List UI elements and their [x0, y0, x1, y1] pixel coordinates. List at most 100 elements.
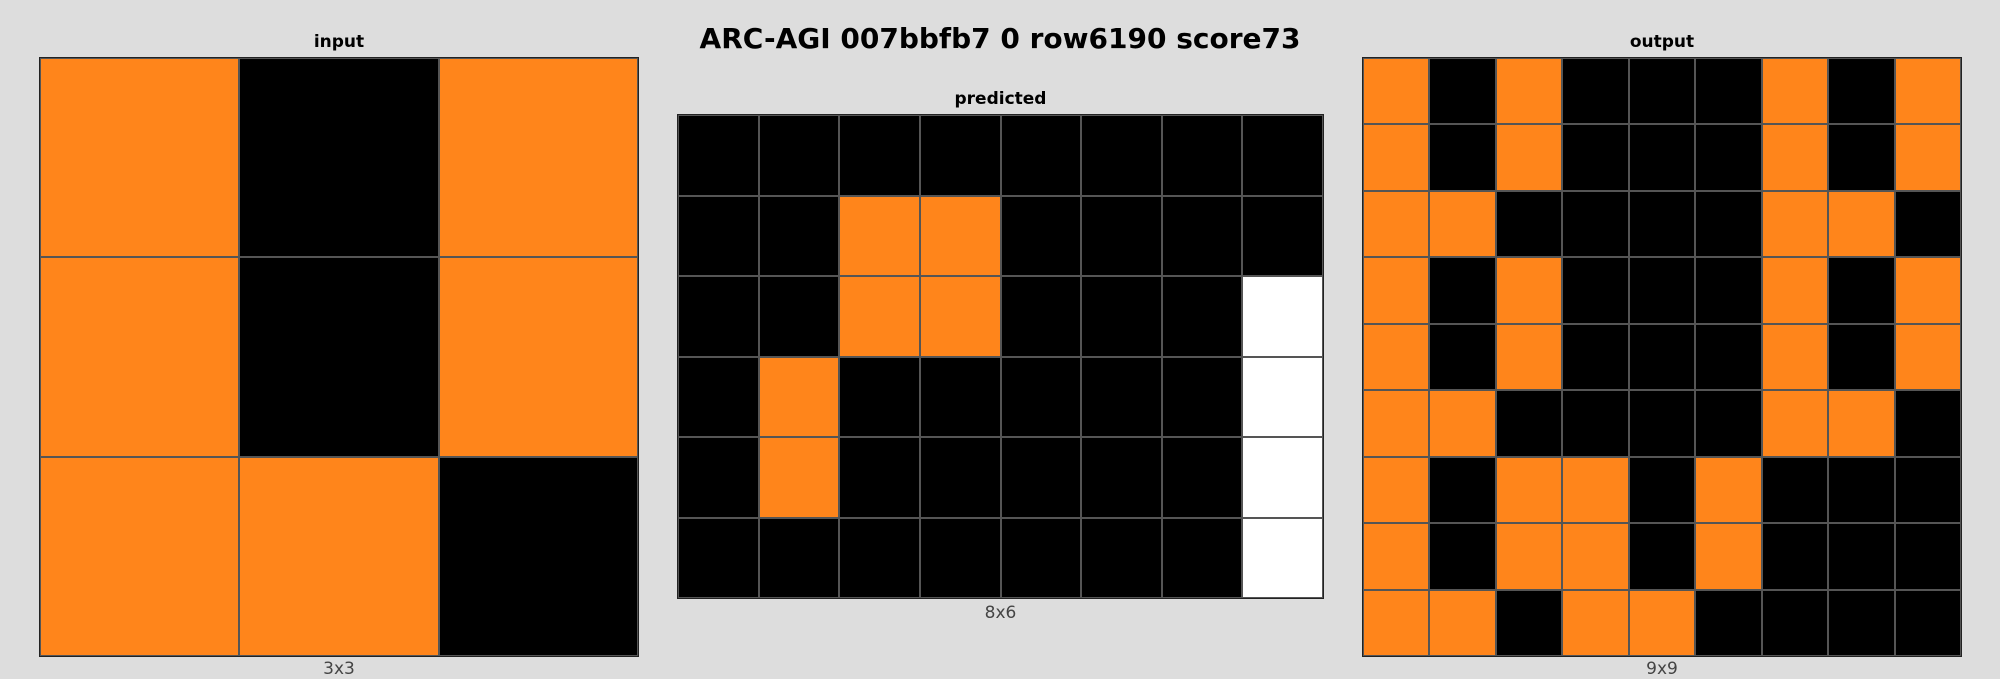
predicted-cell: [758, 195, 840, 276]
predicted-cell: [678, 115, 759, 196]
output-cell: [1828, 124, 1895, 191]
output-cell: [1628, 58, 1696, 125]
output-cell: [1562, 58, 1629, 125]
output-cell: [1562, 323, 1629, 391]
predicted-cell: [919, 276, 1001, 357]
output-cell: [1828, 323, 1895, 391]
predicted-cell: [678, 517, 759, 598]
predicted-cell: [678, 195, 759, 276]
output-cell: [1695, 190, 1762, 258]
predicted-dims: 8x6: [984, 603, 1017, 623]
output-cell: [1495, 523, 1563, 590]
output-cell: [1894, 390, 1961, 457]
input-cell: [239, 257, 439, 457]
output-cell: [1828, 589, 1895, 656]
input-cell: [239, 58, 439, 258]
output-dims: 9x9: [1646, 659, 1678, 679]
predicted-cell: [839, 517, 920, 598]
input-cell: [239, 456, 439, 656]
output-cell: [1429, 257, 1496, 324]
output-cell: [1761, 456, 1829, 524]
output-cell: [1562, 456, 1629, 524]
predicted-cell: [1161, 356, 1243, 437]
output-cell: [1894, 58, 1961, 125]
output-cell: [1761, 124, 1829, 191]
output-cell: [1429, 190, 1496, 258]
predicted-cell: [1000, 517, 1082, 598]
output-cell: [1562, 190, 1629, 258]
predicted-cell: [1081, 115, 1162, 196]
page-title: ARC-AGI 007bbfb7 0 row6190 score73: [699, 22, 1301, 55]
predicted-cell: [839, 356, 920, 437]
output-cell: [1363, 257, 1430, 324]
output-cell: [1695, 257, 1762, 324]
input-cell: [40, 456, 240, 656]
predicted-cell: [919, 437, 1001, 518]
output-cell: [1761, 190, 1829, 258]
predicted-cell: [1161, 195, 1243, 276]
predicted-cell: [678, 437, 759, 518]
output-cell: [1628, 190, 1696, 258]
output-cell: [1828, 390, 1895, 457]
output-cell: [1495, 190, 1563, 258]
output-cell: [1495, 390, 1563, 457]
output-cell: [1894, 456, 1961, 524]
predicted-cell: [1000, 115, 1082, 196]
output-cell: [1562, 390, 1629, 457]
input-cell: [40, 257, 240, 457]
output-cell: [1363, 124, 1430, 191]
predicted-cell: [1242, 437, 1323, 518]
predicted-cell: [1242, 195, 1323, 276]
output-cell: [1894, 323, 1961, 391]
predicted-cell: [839, 437, 920, 518]
predicted-cell: [1161, 437, 1243, 518]
input-dims: 3x3: [323, 659, 355, 679]
output-grid: [1362, 57, 1962, 657]
output-cell: [1828, 257, 1895, 324]
output-cell: [1495, 323, 1563, 391]
output-cell: [1761, 589, 1829, 656]
predicted-cell: [758, 517, 840, 598]
output-cell: [1761, 257, 1829, 324]
predicted-cell: [1242, 356, 1323, 437]
predicted-label: predicted: [954, 89, 1047, 109]
output-cell: [1363, 58, 1430, 125]
output-cell: [1429, 390, 1496, 457]
predicted-cell: [1242, 115, 1323, 196]
predicted-cell: [839, 276, 920, 357]
output-cell: [1363, 589, 1430, 656]
input-grid: [39, 57, 639, 657]
output-cell: [1628, 323, 1696, 391]
output-cell: [1363, 456, 1430, 524]
output-cell: [1562, 589, 1629, 656]
predicted-cell: [1081, 437, 1162, 518]
output-cell: [1429, 589, 1496, 656]
predicted-cell: [919, 517, 1001, 598]
output-cell: [1495, 124, 1563, 191]
output-label: output: [1629, 32, 1695, 52]
output-cell: [1695, 589, 1762, 656]
output-cell: [1429, 456, 1496, 524]
output-cell: [1429, 58, 1496, 125]
predicted-cell: [1161, 276, 1243, 357]
output-cell: [1695, 456, 1762, 524]
output-cell: [1761, 323, 1829, 391]
predicted-cell: [758, 437, 840, 518]
predicted-cell: [1161, 517, 1243, 598]
output-cell: [1495, 456, 1563, 524]
predicted-cell: [919, 356, 1001, 437]
predicted-cell: [758, 115, 840, 196]
output-cell: [1894, 523, 1961, 590]
output-cell: [1695, 58, 1762, 125]
predicted-cell: [839, 195, 920, 276]
output-cell: [1628, 390, 1696, 457]
predicted-cell: [758, 276, 840, 357]
output-cell: [1429, 523, 1496, 590]
output-cell: [1628, 523, 1696, 590]
predicted-cell: [1000, 356, 1082, 437]
predicted-cell: [1081, 356, 1162, 437]
predicted-cell: [1000, 437, 1082, 518]
input-cell: [438, 58, 638, 258]
output-cell: [1628, 257, 1696, 324]
output-cell: [1761, 523, 1829, 590]
